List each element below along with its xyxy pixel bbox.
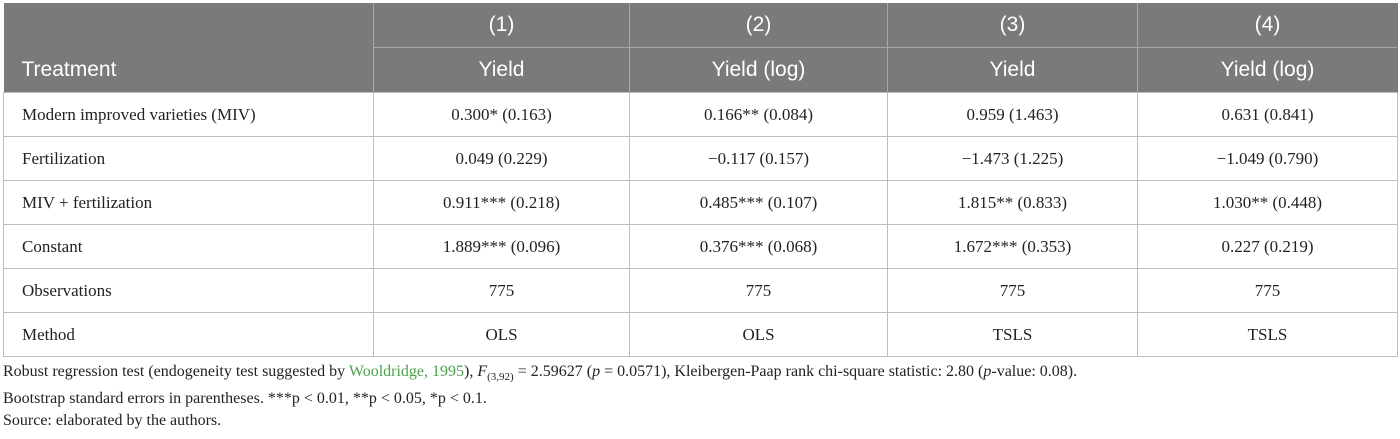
table-cell: 1.030** (0.448) [1137, 180, 1398, 225]
row-label: Observations [3, 268, 374, 313]
table-notes: Robust regression test (endogeneity test… [3, 361, 1397, 432]
table-row: Modern improved varieties (MIV) 0.300* (… [3, 92, 1398, 137]
table-cell: OLS [373, 312, 630, 357]
col-number-3: (3) [887, 3, 1138, 48]
table-cell: OLS [629, 312, 888, 357]
table-cell: 1.889*** (0.096) [373, 224, 630, 269]
table-cell: 0.227 (0.219) [1137, 224, 1398, 269]
note-bootstrap: Bootstrap standard errors in parentheses… [3, 390, 487, 408]
table-cell: −1.049 (0.790) [1137, 136, 1398, 181]
table-cell: 775 [629, 268, 888, 313]
treatment-header: Treatment [3, 3, 374, 93]
row-label: Constant [3, 224, 374, 269]
col-number-1: (1) [373, 3, 630, 48]
col-label-4: Yield (log) [1137, 47, 1398, 93]
row-label: Method [3, 312, 374, 357]
table-header: Treatment (1) (2) (3) (4) Yield Yield (l… [3, 3, 1398, 93]
note-source: Source: elaborated by the authors. [3, 412, 222, 430]
col-label-3: Yield [887, 47, 1138, 93]
row-label: MIV + fertilization [3, 180, 374, 225]
col-number-2: (2) [629, 3, 888, 48]
table-cell: 0.376*** (0.068) [629, 224, 888, 269]
table-cell: 0.300* (0.163) [373, 92, 630, 137]
row-label: Modern improved varieties (MIV) [3, 92, 374, 137]
table-row: Method OLS OLS TSLS TSLS [3, 312, 1398, 357]
col-label-1: Yield [373, 47, 630, 93]
table-row: Constant 1.889*** (0.096) 0.376*** (0.06… [3, 224, 1398, 269]
table-cell: TSLS [1137, 312, 1398, 357]
table-cell: TSLS [887, 312, 1138, 357]
table-cell: 775 [373, 268, 630, 313]
table-cell: 775 [1137, 268, 1398, 313]
note-regression-test: Robust regression test (endogeneity test… [3, 363, 1078, 384]
table-cell: 775 [887, 268, 1138, 313]
row-label: Fertilization [3, 136, 374, 181]
col-label-2: Yield (log) [629, 47, 888, 93]
table-row: MIV + fertilization 0.911*** (0.218) 0.4… [3, 180, 1398, 225]
table-row: Fertilization 0.049 (0.229) −0.117 (0.15… [3, 136, 1398, 181]
table-cell: 0.911*** (0.218) [373, 180, 630, 225]
table-cell: 1.672*** (0.353) [887, 224, 1138, 269]
table-cell: 0.166** (0.084) [629, 92, 888, 137]
table-row: Observations 775 775 775 775 [3, 268, 1398, 313]
citation-link[interactable]: Wooldridge, 1995 [348, 363, 465, 380]
regression-table: Treatment (1) (2) (3) (4) Yield Yield (l… [3, 3, 1398, 357]
table-cell: 0.631 (0.841) [1137, 92, 1398, 137]
table-body: Modern improved varieties (MIV) 0.300* (… [3, 92, 1398, 357]
table-cell: −1.473 (1.225) [887, 136, 1138, 181]
col-number-4: (4) [1137, 3, 1398, 48]
table-cell: 0.959 (1.463) [887, 92, 1138, 137]
table-cell: −0.117 (0.157) [629, 136, 888, 181]
table-cell: 0.485*** (0.107) [629, 180, 888, 225]
table-cell: 1.815** (0.833) [887, 180, 1138, 225]
table-cell: 0.049 (0.229) [373, 136, 630, 181]
